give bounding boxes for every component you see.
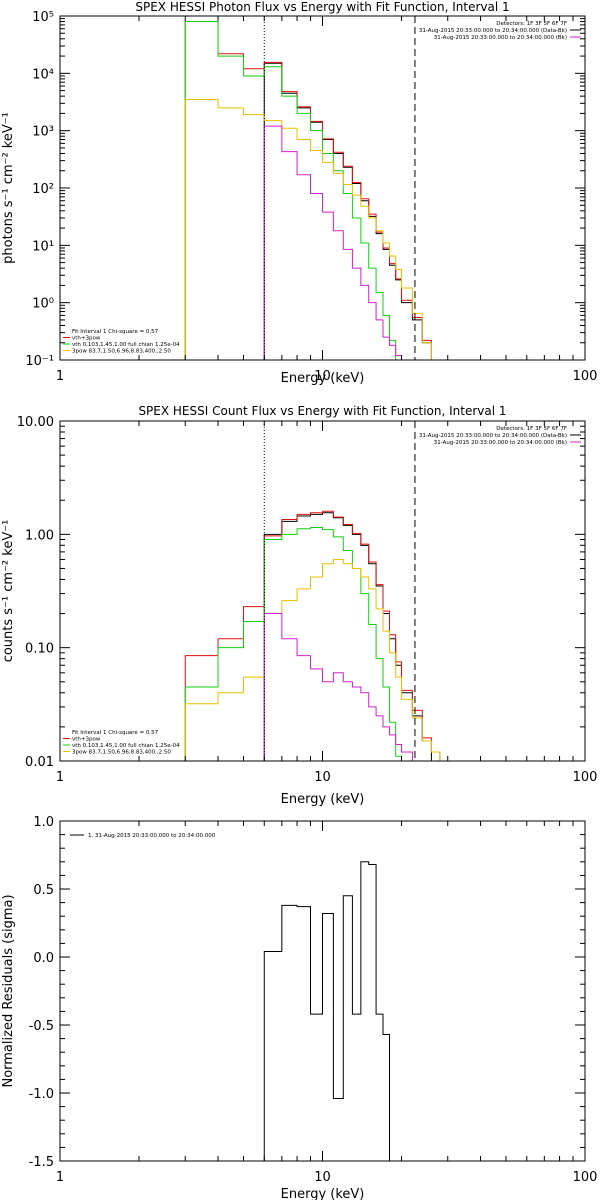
x-tick-label: 10	[314, 369, 331, 384]
header-line-1: 31-Aug-2015 20:33:00.000 to 20:34:00.000…	[419, 433, 567, 439]
y-tick-label: 10⁵	[32, 10, 54, 25]
y-tick-label: 0.5	[33, 883, 54, 898]
x-tick-label: 10	[314, 770, 331, 785]
series-line-0	[263, 861, 413, 1161]
chart-title: SPEX HESSI Photon Flux vs Energy with Fi…	[135, 0, 509, 14]
x-axis-label: Energy (keV)	[281, 371, 365, 386]
series-line-1	[184, 21, 440, 360]
series-line-4	[263, 613, 413, 761]
plot-frame	[59, 420, 586, 762]
y-tick-label: 1.0	[33, 815, 54, 830]
y-tick-label: 0.0	[33, 951, 54, 966]
x-tick-label: 10	[314, 1170, 331, 1185]
series-group	[184, 21, 440, 360]
x-tick-label: 100	[573, 369, 598, 384]
count-flux-panel: SPEX HESSI Count Flux vs Energy with Fit…	[1, 404, 597, 807]
legend-entry-0: 1. 31-Aug-2015 20:33:00.000 to 20:34:00.…	[88, 833, 216, 839]
y-tick-label: 10.00	[17, 415, 54, 430]
x-tick-label: 1	[56, 369, 64, 384]
series-line-3	[184, 98, 440, 360]
header-line-1: 31-Aug-2015 20:33:00.000 to 20:34:00.000…	[419, 28, 567, 34]
photon-flux-panel: SPEX HESSI Photon Flux vs Energy with Fi…	[1, 0, 597, 386]
x-axis-label: Energy (keV)	[281, 1187, 365, 1200]
legend-entry-1: vth+3pow	[72, 336, 101, 342]
x-tick-label: 1	[56, 1170, 64, 1185]
legend-entry-2: vth 0.103,1.45,1.00 full chian 1.25e-04	[72, 743, 180, 749]
legend-entry-3: 3pow 83.7,1.50,6.96,8.83,400.,2.50	[72, 750, 171, 756]
y-axis-label: counts s⁻¹ cm⁻² keV⁻¹	[1, 520, 16, 663]
series-group	[184, 510, 441, 761]
plot-frame	[59, 15, 586, 361]
y-tick-label: 10⁰	[32, 297, 54, 312]
y-tick-label: -1.5	[29, 1155, 54, 1170]
chart-title: SPEX HESSI Count Flux vs Energy with Fit…	[138, 404, 506, 418]
legend-entry-0: Fit Interval 1 Chi-square = 0.57	[72, 730, 159, 736]
series-line-1	[184, 510, 441, 761]
y-tick-label: 10¹	[32, 239, 54, 254]
x-tick-label: 100	[573, 1170, 598, 1185]
y-tick-label: 10²	[32, 182, 54, 197]
x-tick-label: 100	[573, 770, 598, 785]
y-tick-label: -1.0	[29, 1087, 54, 1102]
x-tick-label: 1	[56, 770, 64, 785]
header-line-2: 31-Aug-2015 20:33:00.000 to 20:34:00.000…	[434, 440, 567, 446]
y-axis-label: Normalized Residuals (sigma)	[1, 894, 16, 1087]
y-tick-label: 10³	[32, 125, 54, 140]
series-line-2	[184, 526, 403, 761]
legend-entry-3: 3pow 83.7,1.50,6.96,8.83,400.,2.50	[72, 349, 171, 355]
legend-entry-2: vth 0.103,1.45,1.00 full chian 1.25e-04	[72, 342, 180, 348]
y-tick-label: 10⁴	[32, 67, 54, 82]
header-line-0: Detectors: 1F 3F 5F 6F 7F	[496, 21, 567, 27]
x-axis-label: Energy (keV)	[281, 792, 365, 807]
header-line-2: 31-Aug-2015 20:33:00.000 to 20:34:00.000…	[434, 35, 567, 41]
y-tick-label: -0.5	[29, 1019, 54, 1034]
y-tick-label: 0.01	[25, 755, 54, 770]
series-line-3	[184, 558, 441, 761]
series-line-0	[263, 512, 432, 761]
y-tick-label: 0.10	[25, 642, 54, 657]
y-tick-label: 10⁻¹	[25, 354, 54, 369]
header-line-0: Detectors: 1F 3F 5F 6F 7F	[496, 426, 567, 432]
series-line-0	[263, 62, 432, 360]
series-line-4	[263, 125, 413, 360]
residuals-panel: 1 10 100 -1.5 -1.0 -0.5 0.0 0.5 1.0 Energy (keV) N…	[1, 815, 597, 1200]
legend-entry-0: Fit Interval 1 Chi-square = 0.57	[72, 329, 159, 335]
legend-entry-1: vth+3pow	[72, 737, 101, 743]
series-group	[263, 861, 413, 1161]
y-axis-label: photons s⁻¹ cm⁻² keV⁻¹	[1, 112, 16, 264]
y-tick-label: 1.00	[25, 528, 54, 543]
series-line-2	[184, 21, 402, 360]
